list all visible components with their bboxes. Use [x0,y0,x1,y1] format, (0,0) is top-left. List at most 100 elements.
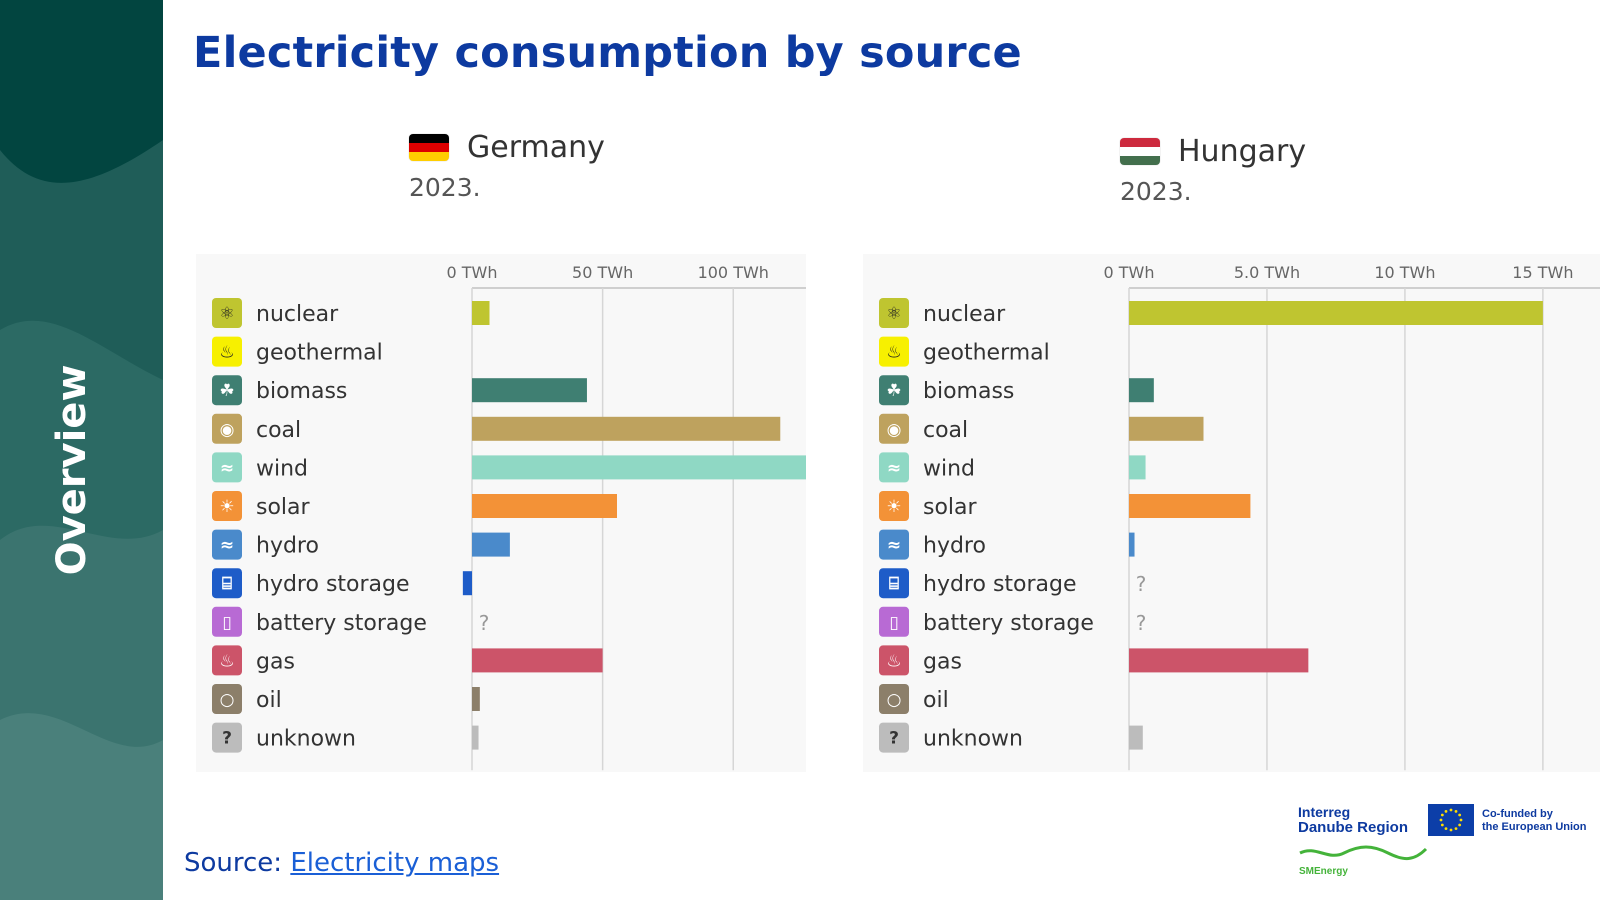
bar-hydro [472,532,510,557]
category-label: hydro storage [923,572,1077,597]
svg-text:☘: ☘ [886,381,901,401]
category-label: hydro storage [256,572,410,597]
bar-coal [1129,416,1204,441]
bar-nuclear [1129,301,1543,325]
svg-text:≈: ≈ [220,458,234,478]
bar-wind [1129,455,1146,480]
svg-text:☀: ☀ [219,497,234,517]
bar-gas [472,648,603,673]
atom-icon: ⚛ [879,298,909,328]
missing-value-mark: ? [1136,611,1147,635]
category-label: solar [923,495,978,520]
heat-waves-icon: ♨ [879,336,909,367]
svg-text:⚛: ⚛ [219,304,234,324]
x-tick-label: 10 TWh [1374,263,1435,282]
svg-text:○: ○ [220,690,235,710]
coal-drop-icon: ◉ [879,413,909,444]
page-title: Electricity consumption by source [193,28,1022,78]
category-label: coal [256,418,301,443]
bar-coal [472,416,781,441]
svg-text:▯: ▯ [889,613,898,633]
sun-icon: ☀ [879,491,909,521]
eu-text-line2: the European Union [1482,821,1587,833]
svg-text:♨: ♨ [886,343,901,363]
sidebar-waves [0,0,163,900]
germany-flag-icon [409,134,449,161]
interreg-logo-line2: Danube Region [1298,819,1409,836]
sprout-icon: ☘ [879,375,909,406]
smenergy-wave-icon [1299,845,1428,860]
x-tick-label: 0 TWh [1104,263,1155,282]
battery-icon: ▯ [212,606,242,637]
category-label: wind [923,456,975,481]
source-note: Source: Electricity maps [184,848,499,878]
missing-value-mark: ? [1136,572,1147,596]
svg-text:♨: ♨ [219,651,234,671]
smenergy-logo-text: SMEnergy [1299,866,1348,877]
hungary-chart-svg: 0 TWh 5.0 TWh 10 TWh 15 TWh ⚛ nuclear ♨ geother… [879,263,1600,771]
country-name: Hungary [1178,134,1307,169]
bar-unknown [1129,725,1143,750]
category-label: geothermal [256,341,383,366]
source-prefix: Source: [184,848,291,878]
missing-value-mark: ? [479,611,490,635]
question-icon: ? [212,722,242,753]
svg-text:≈: ≈ [220,536,234,556]
x-tick-label: 0 TWh [447,263,498,282]
category-label: geothermal [923,341,1050,366]
svg-text:◉: ◉ [220,420,235,440]
atom-icon: ⚛ [212,298,242,328]
svg-text:◉: ◉ [887,420,902,440]
x-tick-label: 50 TWh [572,263,633,282]
source-link[interactable]: Electricity maps [290,848,500,878]
bar-solar [1129,494,1251,518]
x-tick-label: 100 TWh [698,263,769,282]
svg-text:○: ○ [887,690,902,710]
storage-box-icon: ⌸ [212,568,242,599]
category-label: battery storage [256,611,427,636]
svg-text:≈: ≈ [887,458,901,478]
bar-oil [472,687,480,711]
battery-icon: ▯ [879,606,909,637]
svg-text:⌸: ⌸ [222,574,232,594]
category-label: gas [256,649,295,674]
category-label: coal [923,418,968,443]
oil-drop-icon: ○ [212,684,242,714]
eu-text-line1: Co-funded by [1482,808,1553,820]
heat-waves-icon: ♨ [212,336,242,367]
x-tick-label: 5.0 TWh [1234,263,1300,282]
svg-text:☀: ☀ [886,497,901,517]
category-label: hydro [256,534,319,559]
hungary-consumption-chart: 0 TWh 5.0 TWh 10 TWh 15 TWh ⚛ nuclear ♨ geother… [863,254,1600,772]
svg-text:⌸: ⌸ [889,574,899,594]
category-label: biomass [256,379,347,404]
bar-hydro [1129,532,1135,557]
category-label: hydro [923,534,986,559]
bar-wind [472,455,806,480]
x-tick-label: 15 TWh [1512,263,1573,282]
question-icon: ? [879,722,909,753]
category-label: nuclear [256,302,339,327]
svg-text:☘: ☘ [219,381,234,401]
oil-drop-icon: ○ [879,684,909,714]
category-label: gas [923,649,962,674]
category-label: unknown [923,727,1023,752]
flame-icon: ♨ [879,645,909,676]
country-name: Germany [467,130,605,165]
bar-unknown [472,725,479,750]
country-header-hungary: Hungary 2023. [1120,134,1306,206]
category-label: nuclear [923,302,1006,327]
svg-text:▯: ▯ [222,613,231,633]
bar-biomass [472,378,587,403]
wind-icon: ≈ [212,452,242,483]
svg-text:≈: ≈ [887,536,901,556]
flame-icon: ♨ [212,645,242,676]
category-label: oil [256,688,282,713]
sprout-icon: ☘ [212,375,242,406]
category-label: solar [256,495,311,520]
sidebar-section-label: Overview [49,364,95,576]
category-label: biomass [923,379,1014,404]
svg-text:⚛: ⚛ [886,304,901,324]
